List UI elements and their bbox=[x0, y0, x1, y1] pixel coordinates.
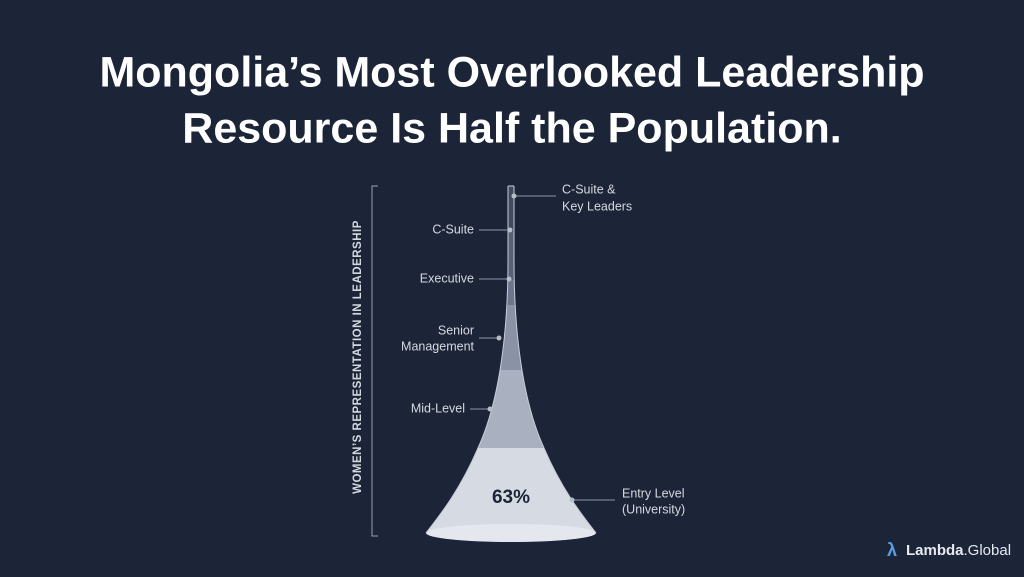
level-label: C-Suite & bbox=[562, 182, 616, 196]
brand-name-main: Lambda bbox=[906, 542, 964, 559]
level-label: Management bbox=[401, 339, 474, 353]
brand-logo: λ bbox=[887, 540, 897, 560]
brand-name-suffix: .Global bbox=[964, 542, 1012, 559]
leaders bbox=[470, 193, 615, 503]
axis-bracket bbox=[371, 185, 378, 537]
funnel-base bbox=[426, 524, 596, 542]
level-label: Mid-Level bbox=[411, 401, 465, 415]
value-label: 63% bbox=[492, 487, 530, 508]
title-line: Mongolia’s Most Overlooked Leadership bbox=[99, 48, 924, 96]
funnel-outline bbox=[425, 185, 597, 534]
brand-name: Lambda.Global bbox=[906, 542, 1011, 559]
level-label: (University) bbox=[622, 502, 685, 516]
level-label: Entry Level bbox=[622, 486, 685, 500]
title-line: Resource Is Half the Population. bbox=[182, 104, 841, 152]
level-label: Key Leaders bbox=[562, 199, 632, 213]
level-label: Senior bbox=[438, 323, 474, 337]
axis-label: WOMEN’S REPRESENTATION IN LEADERSHIP bbox=[352, 220, 364, 494]
level-label: C-Suite bbox=[432, 222, 474, 236]
level-label: Executive bbox=[420, 271, 474, 285]
